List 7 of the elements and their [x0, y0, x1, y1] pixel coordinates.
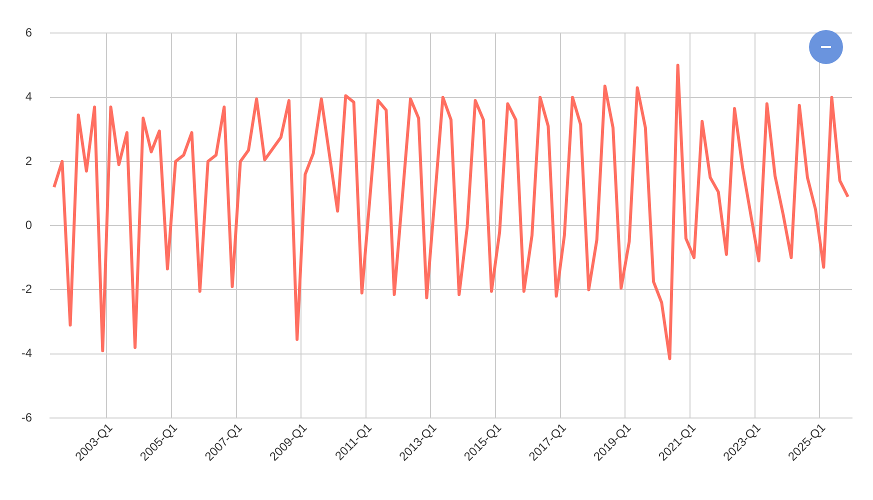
- y-tick-label: -2: [21, 282, 32, 296]
- y-tick-label: 0: [25, 218, 32, 232]
- y-tick-label: -6: [21, 410, 32, 424]
- y-tick-label: -4: [21, 346, 32, 360]
- y-tick-label: 6: [25, 26, 32, 40]
- y-tick-label: 4: [25, 90, 32, 104]
- y-tick-label: 2: [25, 154, 32, 168]
